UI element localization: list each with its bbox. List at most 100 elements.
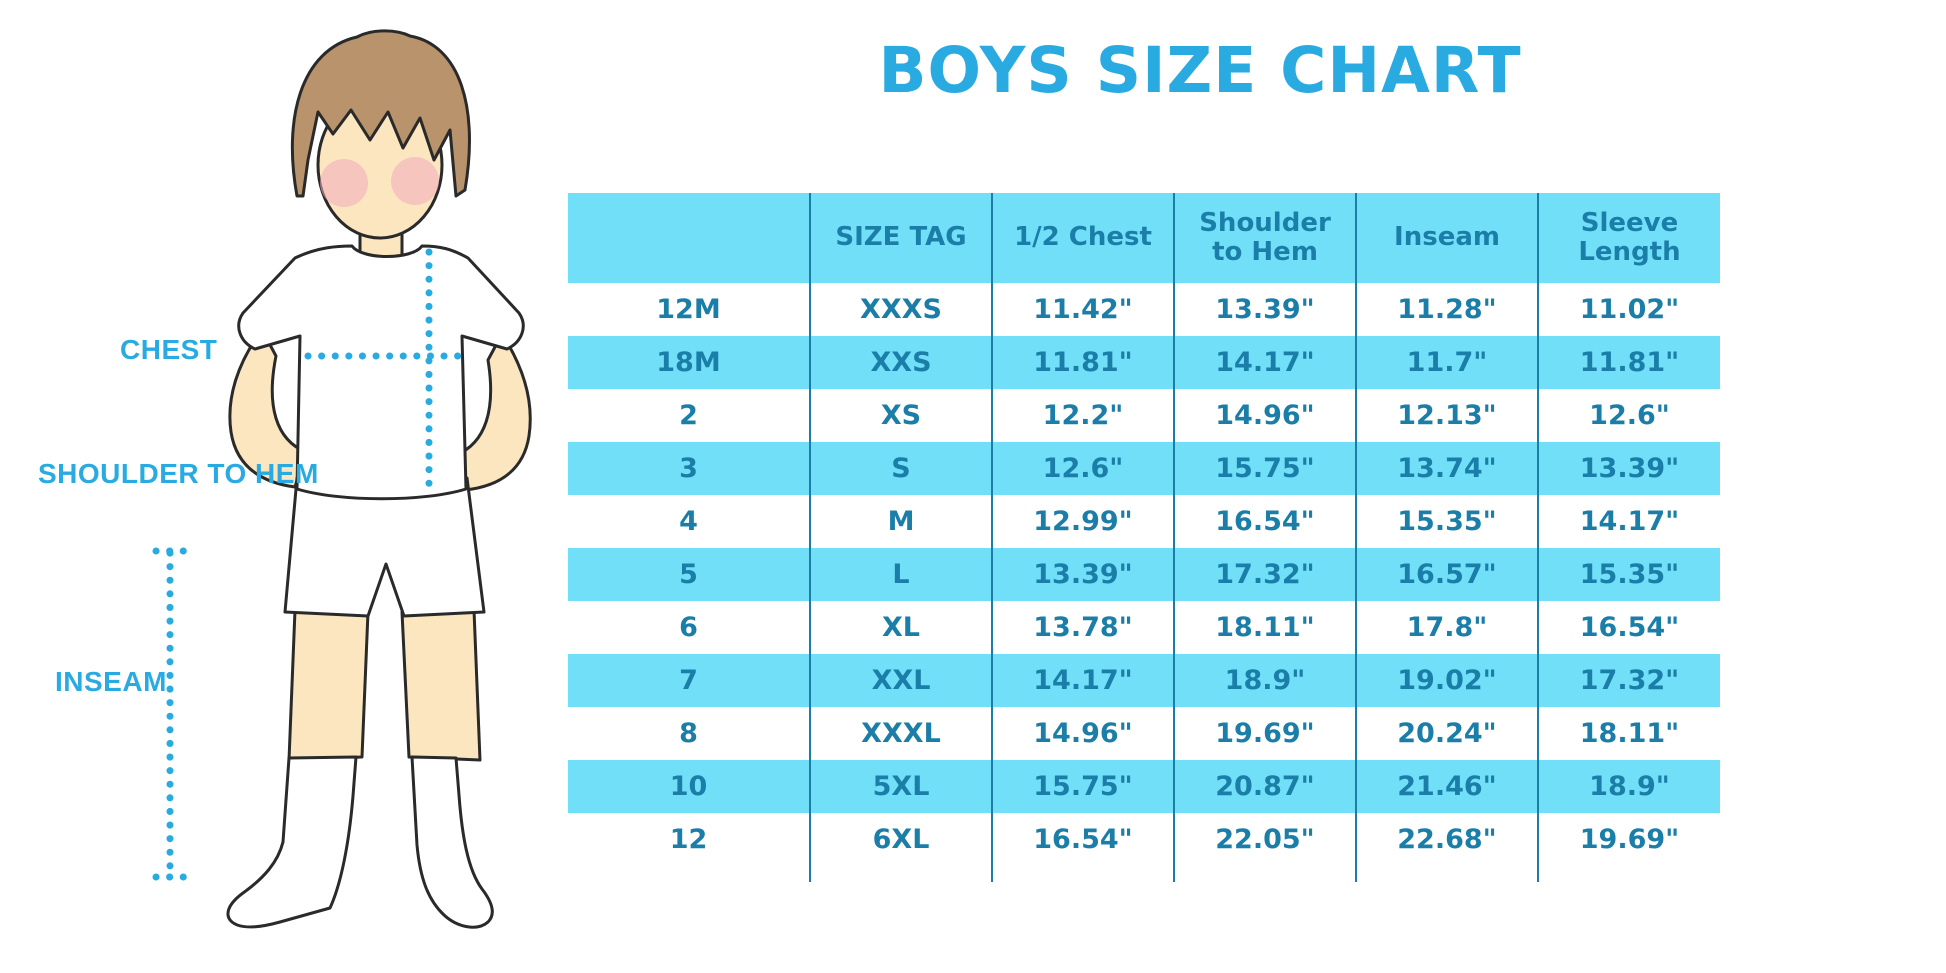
measurement-cell: 15.75" <box>1173 442 1356 495</box>
measurement-cell: 12.13" <box>1355 389 1538 442</box>
measurement-cell: 15.35" <box>1537 548 1720 601</box>
table-row-18m: 18M XXS 11.81" 14.17" 11.7" 11.81" <box>568 336 1720 389</box>
boy-left-thigh <box>287 608 370 762</box>
measurement-cell: 16.54" <box>1537 601 1720 654</box>
table-row-2: 2 XS 12.2" 14.96" 12.13" 12.6" <box>568 389 1720 442</box>
boy-left-sock <box>226 755 358 929</box>
table-header-row: SIZE TAG 1/2 Chest Shoulder to Hem Inseam Sl… <box>568 193 1720 283</box>
measurement-cell: 12.6" <box>1537 389 1720 442</box>
table-row-8: 8 XXXL 14.96" 19.69" 20.24" 18.11" <box>568 707 1720 760</box>
spacer-cell <box>991 866 1174 882</box>
measurement-cell: XXXL <box>809 707 992 760</box>
spacer-cell <box>568 866 810 882</box>
measurement-cell: S <box>809 442 992 495</box>
measurement-cell: 22.68" <box>1355 813 1538 866</box>
page-title: BOYS SIZE CHART <box>878 34 1522 107</box>
table-row-3: 3 S 12.6" 15.75" 13.74" 13.39" <box>568 442 1720 495</box>
measurement-cell: 18.9" <box>1537 760 1720 813</box>
measurement-cell: 13.78" <box>991 601 1174 654</box>
measurement-cell: 15.75" <box>991 760 1174 813</box>
measurement-cell: 18.11" <box>1173 601 1356 654</box>
measurement-cell: 18.11" <box>1537 707 1720 760</box>
age-cell: 6 <box>679 612 698 643</box>
table-row-10: 10 5XL 15.75" 20.87" 21.46" 18.9" <box>568 760 1720 813</box>
measurement-cell: 17.32" <box>1173 548 1356 601</box>
table-row-5: 5 L 13.39" 17.32" 16.57" 15.35" <box>568 548 1720 601</box>
measurement-cell: 14.96" <box>1173 389 1356 442</box>
measurement-cell: 13.74" <box>1355 442 1538 495</box>
measurement-cell: 14.17" <box>1537 495 1720 548</box>
boy-right-arm <box>454 332 532 492</box>
boy-hair <box>290 29 471 198</box>
measurement-cell: 15.35" <box>1355 495 1538 548</box>
table-row-7: 7 XXL 14.17" 18.9" 19.02" 17.32" <box>568 654 1720 707</box>
inseam-label: INSEAM <box>55 666 167 697</box>
measurement-cell: 14.17" <box>991 654 1174 707</box>
column-header-blank <box>568 193 810 283</box>
measurement-cell: XXXS <box>809 283 992 336</box>
spacer-cell <box>809 866 992 882</box>
measurement-cell: 18.9" <box>1173 654 1356 707</box>
measurement-cell: 11.7" <box>1355 336 1538 389</box>
boys-size-table: SIZE TAG 1/2 Chest Shoulder to Hem Inseam Sl… <box>568 193 1720 882</box>
measurement-cell: 22.05" <box>1173 813 1356 866</box>
table-row-12: 12 6XL 16.54" 22.05" 22.68" 19.69" <box>568 813 1720 866</box>
measurement-cell: 11.02" <box>1537 283 1720 336</box>
boy-blush-right <box>391 157 439 205</box>
shoulder-to-hem-label: SHOULDER TO HEM <box>38 458 319 489</box>
column-header-inseam: Inseam <box>1355 193 1538 283</box>
measurement-cell: M <box>809 495 992 548</box>
measurement-cell: 11.28" <box>1355 283 1538 336</box>
table-row-12m: 12M XXXS 11.42" 13.39" 11.28" 11.02" <box>568 283 1720 336</box>
measurement-cell: L <box>809 548 992 601</box>
measurement-cell: 16.57" <box>1355 548 1538 601</box>
measurement-cell: 14.17" <box>1173 336 1356 389</box>
age-cell: 7 <box>568 654 810 707</box>
measurement-cell: 20.24" <box>1355 707 1538 760</box>
measurement-cell: 19.02" <box>1355 654 1538 707</box>
age-cell: 18M <box>568 336 810 389</box>
measurement-cell: 13.39" <box>1173 283 1356 336</box>
column-header-shoulder-to-hem: Shoulder to Hem <box>1173 193 1356 283</box>
boy-right-sock <box>410 755 494 929</box>
age-cell: 12 <box>669 824 708 855</box>
measurement-cell: 11.81" <box>991 336 1174 389</box>
boy-left-arm <box>228 328 308 489</box>
measurement-cell: 19.69" <box>1173 707 1356 760</box>
age-cell: 12M <box>656 294 721 325</box>
measurement-cell: 21.46" <box>1355 760 1538 813</box>
chest-label: CHEST <box>120 334 218 365</box>
boy-blush-left <box>320 159 368 207</box>
measurement-cell: 19.69" <box>1537 813 1720 866</box>
boy-right-thigh <box>400 608 482 762</box>
age-cell: 5 <box>568 548 810 601</box>
age-cell: 2 <box>679 400 698 431</box>
measurement-cell: 5XL <box>809 760 992 813</box>
age-cell: 10 <box>568 760 810 813</box>
age-cell: 4 <box>679 506 698 537</box>
measurement-cell: 20.87" <box>1173 760 1356 813</box>
measurement-cell: 16.54" <box>991 813 1174 866</box>
measurement-cell: 17.8" <box>1355 601 1538 654</box>
age-cell: 3 <box>568 442 810 495</box>
measurement-cell: 12.2" <box>991 389 1174 442</box>
spacer-cell <box>1537 866 1720 882</box>
measurement-cell: 14.96" <box>991 707 1174 760</box>
measurement-cell: XXL <box>809 654 992 707</box>
measurement-cell: 16.54" <box>1173 495 1356 548</box>
measurement-cell: 13.39" <box>991 548 1174 601</box>
measurement-cell: 13.39" <box>1537 442 1720 495</box>
spacer-cell <box>1355 866 1538 882</box>
spacer-cell <box>1173 866 1356 882</box>
column-header-size-tag: SIZE TAG <box>809 193 992 283</box>
measurement-cell: 11.81" <box>1537 336 1720 389</box>
measurement-cell: 17.32" <box>1537 654 1720 707</box>
measurement-cell: XS <box>809 389 992 442</box>
table-row-4: 4 M 12.99" 16.54" 15.35" 14.17" <box>568 495 1720 548</box>
measurement-cell: 12.6" <box>991 442 1174 495</box>
measurement-cell: 12.99" <box>991 495 1174 548</box>
measurement-cell: 6XL <box>809 813 992 866</box>
size-table-body: 12M XXXS 11.42" 13.39" 11.28" 11.02" 18M XXS 11.… <box>568 283 1720 882</box>
divider-extension-row <box>568 866 1720 882</box>
